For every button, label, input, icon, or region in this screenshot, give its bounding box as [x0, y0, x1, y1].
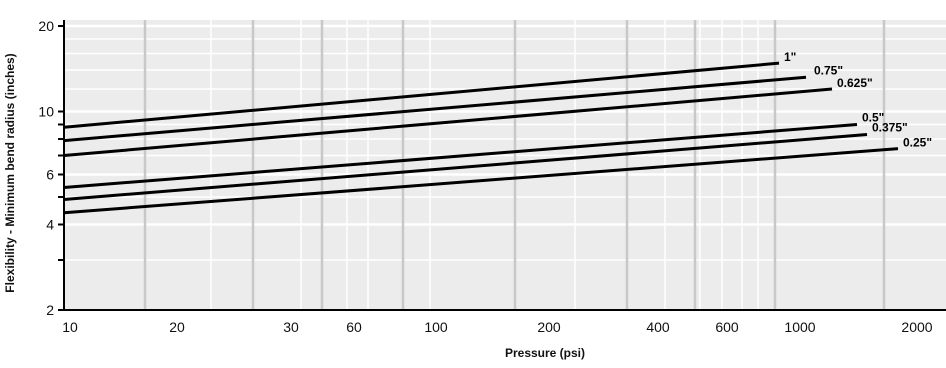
series-line — [63, 87, 833, 157]
y-tick-label: 4 — [46, 217, 54, 233]
x-tick-label: 10 — [62, 319, 78, 335]
series-label: 0.375" — [872, 120, 908, 134]
series-label: 0.75" — [814, 63, 843, 77]
x-tick-label: 20 — [169, 319, 185, 335]
series-line — [63, 147, 899, 215]
grid — [64, 20, 946, 310]
y-axis-label: Flexibility - Minimum bend radius (inche… — [3, 53, 17, 292]
series-label: 0.5" — [862, 110, 884, 124]
x-tick-labels: 10 20 30 60 100 200 400 600 1000 2000 — [62, 319, 933, 335]
x-tick-label: 200 — [537, 319, 561, 335]
series-lines: 1" 0.75"0.625" 0.5"0.375" 0.25" — [63, 50, 932, 215]
y-tick-label: 20 — [38, 18, 54, 34]
y-tick-label: 6 — [46, 167, 54, 183]
series-label: 1" — [784, 50, 796, 64]
series-line — [63, 61, 780, 129]
x-axis-label: Pressure (psi) — [505, 346, 585, 360]
y-tick-label: 10 — [38, 104, 54, 120]
x-tick-label: 1000 — [784, 319, 815, 335]
x-tick-label: 60 — [346, 319, 362, 335]
series-line — [63, 132, 868, 201]
series-label: 0.25" — [903, 136, 932, 150]
series-line — [63, 75, 807, 143]
axes — [58, 20, 946, 311]
x-tick-label: 100 — [424, 319, 448, 335]
y-tick-label: 2 — [46, 302, 54, 318]
series-label: 0.625" — [837, 76, 873, 90]
y-tick-labels: 2 4 6 10 20 — [38, 18, 54, 318]
x-tick-label: 30 — [283, 319, 299, 335]
series-line — [63, 123, 858, 189]
x-tick-label: 400 — [646, 319, 670, 335]
x-tick-label: 2000 — [901, 319, 932, 335]
x-tick-label: 600 — [715, 319, 739, 335]
